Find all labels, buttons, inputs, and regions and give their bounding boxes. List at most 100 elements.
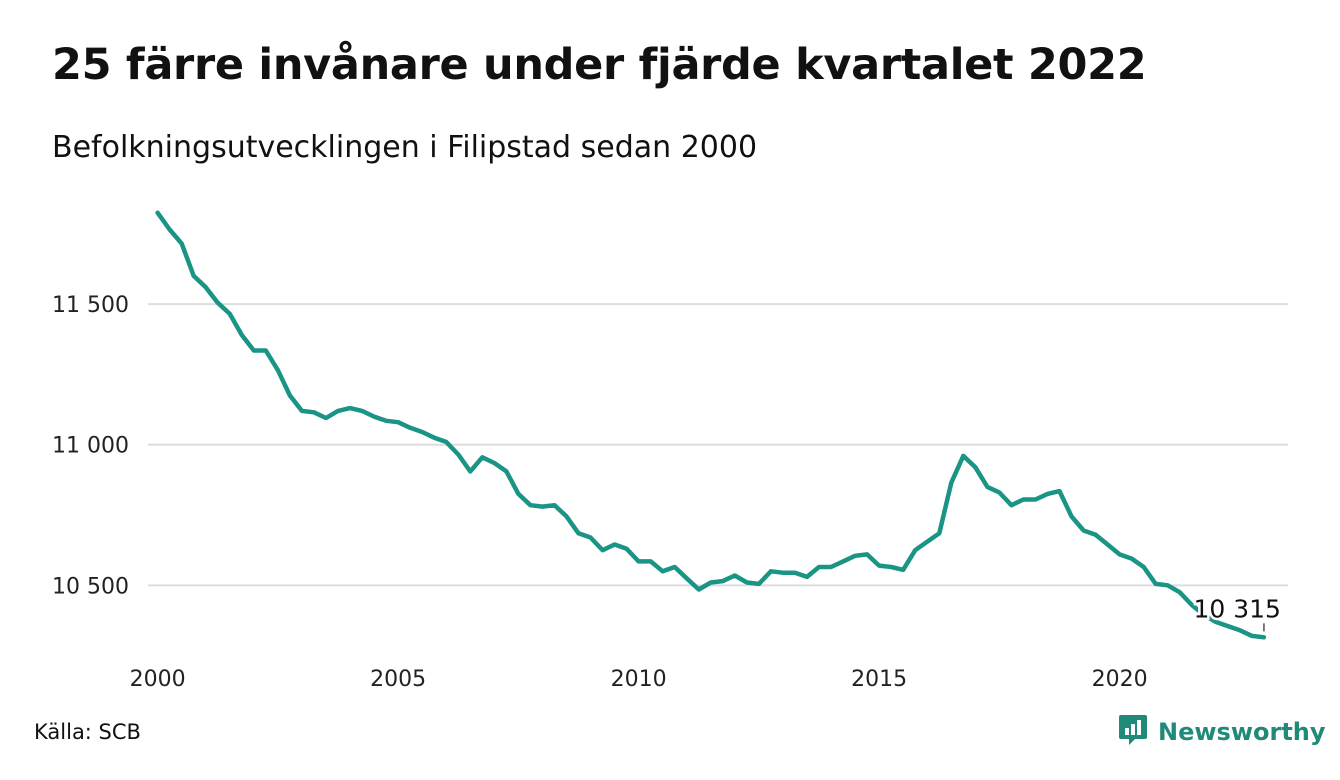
data-point: [901, 568, 905, 572]
brand-name: Newsworthy: [1158, 718, 1326, 746]
y-tick-label: 10 500: [52, 574, 129, 599]
data-point: [1021, 498, 1025, 502]
data-point: [1082, 528, 1086, 532]
data-point: [613, 543, 617, 547]
data-point: [432, 436, 436, 440]
data-point: [589, 536, 593, 540]
data-point: [781, 571, 785, 575]
data-point: [396, 420, 400, 424]
data-point: [444, 440, 448, 444]
x-axis-ticks: 2000 2005 2010 2015 2020: [130, 667, 1148, 692]
data-point: [733, 573, 737, 577]
data-point: [745, 581, 749, 585]
data-point: [1178, 590, 1182, 594]
data-point: [949, 481, 953, 485]
data-point: [1262, 635, 1266, 639]
data-point: [1106, 543, 1110, 547]
data-point: [336, 409, 340, 413]
data-point: [312, 410, 316, 414]
annotation-layer: 10 315: [1191, 592, 1283, 632]
data-point: [240, 333, 244, 337]
data-point: [769, 569, 773, 573]
data-point: [937, 531, 941, 535]
data-point: [216, 301, 220, 305]
data-point: [1094, 533, 1098, 537]
data-point: [721, 579, 725, 583]
data-point: [1130, 557, 1134, 561]
data-point: [709, 581, 713, 585]
data-point: [384, 419, 388, 423]
data-point: [288, 393, 292, 397]
chart-title: 25 färre invånare under fjärde kvartalet…: [52, 40, 1147, 90]
data-point: [480, 455, 484, 459]
data-point: [673, 565, 677, 569]
data-point: [649, 559, 653, 563]
data-point: [997, 491, 1001, 495]
data-point: [877, 564, 881, 568]
data-point: [1238, 628, 1242, 632]
data-point: [757, 582, 761, 586]
data-point: [661, 569, 665, 573]
data-point: [865, 552, 869, 556]
data-point: [192, 274, 196, 278]
data-point: [252, 348, 256, 352]
data-point: [817, 565, 821, 569]
data-point: [516, 492, 520, 496]
data-point: [577, 531, 581, 535]
data-point: [180, 242, 184, 246]
y-tick-label: 11 500: [52, 293, 129, 318]
source-note: Källa: SCB: [34, 720, 141, 744]
data-point: [1154, 582, 1158, 586]
data-point: [168, 228, 172, 232]
data-point: [973, 465, 977, 469]
end-value-label: 10 315: [1193, 594, 1280, 623]
data-point: [985, 485, 989, 489]
data-point: [1009, 503, 1013, 507]
data-point: [276, 368, 280, 372]
y-axis-ticks: 10 500 11 000 11 500: [52, 293, 129, 599]
data-point: [372, 415, 376, 419]
data-point: [1045, 492, 1049, 496]
y-tick-label: 11 000: [52, 434, 129, 459]
data-point: [552, 503, 556, 507]
x-tick-label: 2010: [611, 667, 667, 692]
data-point: [528, 503, 532, 507]
data-point: [1033, 498, 1037, 502]
x-tick-label: 2005: [370, 667, 426, 692]
data-point: [853, 554, 857, 558]
data-point: [348, 406, 352, 410]
data-point: [504, 469, 508, 473]
data-point: [1142, 565, 1146, 569]
x-tick-label: 2000: [130, 667, 186, 692]
data-point: [913, 548, 917, 552]
data-point: [697, 588, 701, 592]
data-point: [1226, 624, 1230, 628]
data-point: [564, 514, 568, 518]
chart-subtitle: Befolkningsutvecklingen i Filipstad seda…: [52, 130, 758, 165]
grid-lines: [148, 303, 1288, 587]
data-point: [324, 416, 328, 420]
data-point: [204, 285, 208, 289]
data-point: [540, 505, 544, 509]
brand-logo[interactable]: Newsworthy: [1118, 714, 1326, 750]
data-point: [625, 547, 629, 551]
data-point: [156, 211, 160, 215]
data-point: [420, 430, 424, 434]
data-point: [456, 453, 460, 457]
data-point: [601, 548, 605, 552]
data-point: [889, 565, 893, 569]
bar-chart-speech-bubble-icon: [1118, 714, 1148, 750]
data-point: [793, 571, 797, 575]
data-point: [925, 540, 929, 544]
data-point: [1166, 583, 1170, 587]
data-point: [1058, 489, 1062, 493]
data-point: [228, 312, 232, 316]
data-point: [805, 575, 809, 579]
data-point: [841, 559, 845, 563]
data-point: [408, 426, 412, 430]
data-point: [637, 559, 641, 563]
data-point: [468, 469, 472, 473]
data-point: [300, 409, 304, 413]
data-point: [961, 454, 965, 458]
